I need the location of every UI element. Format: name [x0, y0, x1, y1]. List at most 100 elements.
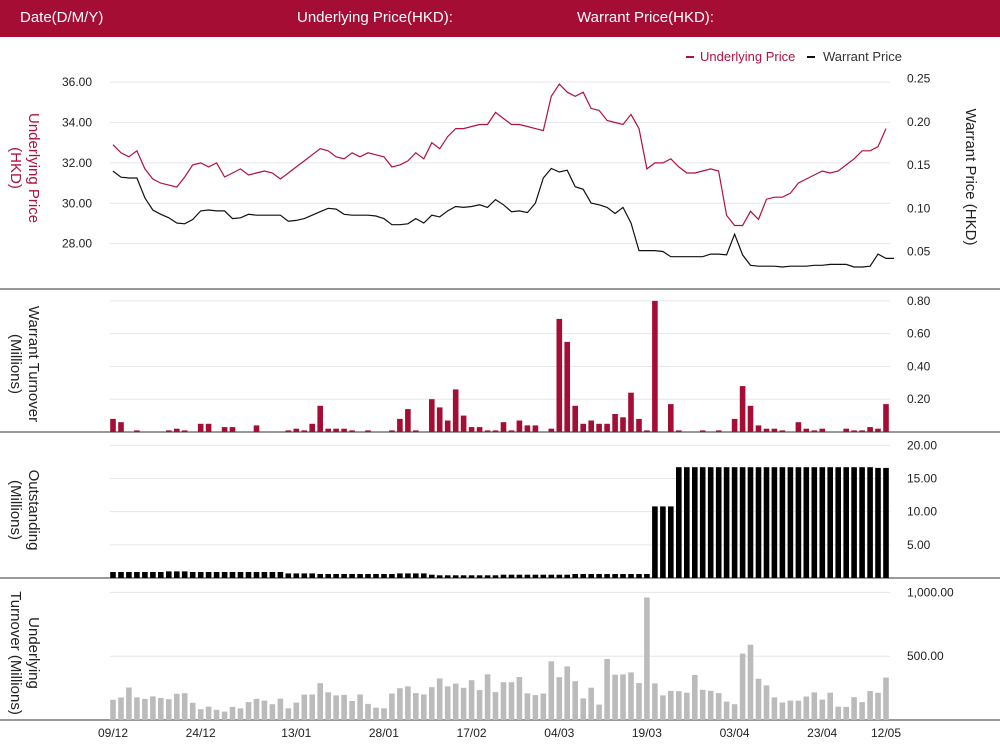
outstanding-bar	[229, 572, 236, 578]
underlying-turnover-bar	[333, 695, 339, 720]
outstanding-bar	[596, 574, 602, 578]
outstanding-bar	[851, 467, 857, 578]
warrant-turnover-bar	[883, 404, 889, 432]
warrant-turnover-bar	[436, 407, 443, 432]
underlying-turnover-bar	[843, 706, 849, 720]
outstanding-bar	[468, 575, 475, 578]
warrant-turnover-bar	[747, 405, 754, 432]
outstanding-bar	[811, 467, 818, 578]
legend-label-warrant: Warrant Price	[823, 49, 902, 64]
warrant-turnover-bar	[365, 430, 371, 432]
outstanding-bar	[867, 467, 873, 578]
left-y-axis-title: Underlying Price(HKD)	[7, 113, 42, 223]
outstanding-bar	[636, 574, 642, 578]
underlying-turnover-bar	[317, 683, 323, 720]
outstanding-axis-title: Outstanding(Millions)	[7, 470, 42, 551]
warrant-price-line	[112, 167, 894, 268]
outstanding-bar	[707, 467, 714, 578]
underlying-turnover-bar	[596, 704, 602, 720]
left-y-tick-label: 32.00	[62, 156, 92, 170]
outstanding-bar	[436, 575, 443, 578]
underlying-turnover-bar	[285, 708, 292, 720]
warrant-turnover-bar	[699, 430, 706, 432]
underlying-turnover-bar	[181, 693, 188, 720]
underlying-turnover-bar	[628, 672, 634, 720]
warrant-turnover-bar	[572, 405, 578, 432]
underlying-turnover-bar	[779, 702, 786, 720]
warrant-turnover-tick-label: 0.40	[907, 359, 931, 373]
outstanding-bar	[221, 572, 228, 578]
underlying-turnover-bar	[867, 691, 873, 720]
underlying-turnover-bar	[166, 699, 172, 720]
underlying-turnover-bar	[189, 702, 196, 720]
underlying-turnover-bar	[389, 693, 395, 720]
underlying-turnover-bar	[237, 708, 244, 720]
outstanding-bar	[739, 467, 746, 578]
outstanding-bar	[660, 506, 666, 578]
underlying-turnover-bar	[349, 701, 355, 720]
underlying-turnover-bar	[429, 687, 435, 720]
outstanding-bar	[668, 506, 674, 578]
warrant-turnover-bar	[580, 423, 586, 432]
warrant-turnover-bar	[118, 422, 124, 432]
underlying-turnover-bar	[723, 701, 730, 720]
outstanding-bar	[158, 572, 164, 578]
warrant-turnover-bar	[293, 428, 300, 432]
warrant-turnover-bar	[652, 300, 658, 432]
underlying-turnover-bar	[221, 711, 228, 720]
underlying-turnover-bar	[508, 682, 515, 720]
outstanding-bar	[564, 574, 570, 578]
warrant-turnover-bar	[516, 420, 523, 432]
underlying-turnover-bar	[118, 697, 124, 720]
outstanding-bar	[580, 574, 586, 578]
underlying-turnover-bar	[174, 693, 180, 720]
underlying-turnover-bar	[110, 699, 116, 720]
left-y-tick-label: 36.00	[62, 75, 92, 89]
outstanding-bar	[373, 574, 379, 578]
x-tick-label: 03/04	[720, 726, 750, 740]
outstanding-bar	[405, 573, 411, 578]
header-bar: Date(D/M/Y) Underlying Price(HKD): Warra…	[0, 0, 1000, 37]
underlying-turnover-bar	[476, 690, 483, 720]
outstanding-bar	[325, 574, 331, 578]
outstanding-tick-label: 10.00	[907, 505, 937, 519]
outstanding-bar	[875, 467, 881, 578]
warrant-turnover-bar	[739, 386, 746, 432]
warrant-turnover-tick-label: 0.20	[907, 392, 931, 406]
warrant-turnover-bar	[668, 404, 674, 432]
underlying-turnover-bar	[341, 694, 347, 720]
outstanding-bar	[389, 574, 395, 578]
warrant-turnover-bar	[636, 418, 642, 432]
warrant-turnover-bar	[715, 430, 722, 432]
underlying-turnover-bar	[644, 597, 650, 720]
underlying-turnover-bar	[604, 659, 610, 720]
underlying-turnover-bar	[548, 661, 555, 720]
outstanding-bar	[771, 467, 778, 578]
outstanding-bar	[381, 574, 387, 578]
underlying-turnover-bar	[699, 689, 706, 720]
underlying-turnover-bar	[205, 706, 212, 720]
outstanding-bar	[492, 575, 499, 578]
underlying-turnover-bar	[755, 678, 762, 720]
underlying-turnover-bar	[150, 696, 156, 720]
left-y-tick-label: 30.00	[62, 196, 92, 210]
underlying-turnover-bar	[795, 700, 802, 720]
outstanding-bar	[835, 467, 841, 578]
outstanding-bar	[787, 467, 794, 578]
outstanding-bar	[715, 467, 722, 578]
warrant-turnover-bar	[221, 427, 228, 432]
outstanding-bar	[429, 574, 435, 578]
outstanding-bar	[755, 467, 762, 578]
right-y-tick-label: 0.10	[907, 201, 931, 215]
underlying-turnover-bar	[660, 695, 666, 720]
outstanding-bar	[524, 574, 531, 578]
underlying-turnover-bar	[524, 693, 531, 720]
warrant-turnover-bar	[309, 423, 315, 432]
underlying-price-label: Underlying Price(HKD):	[297, 9, 453, 26]
warrant-turnover-bar	[620, 417, 626, 432]
warrant-turnover-tick-label: 0.80	[907, 294, 931, 308]
left-y-tick-label: 28.00	[62, 237, 92, 251]
outstanding-bar	[174, 571, 180, 578]
underlying-turnover-bar	[381, 708, 387, 720]
